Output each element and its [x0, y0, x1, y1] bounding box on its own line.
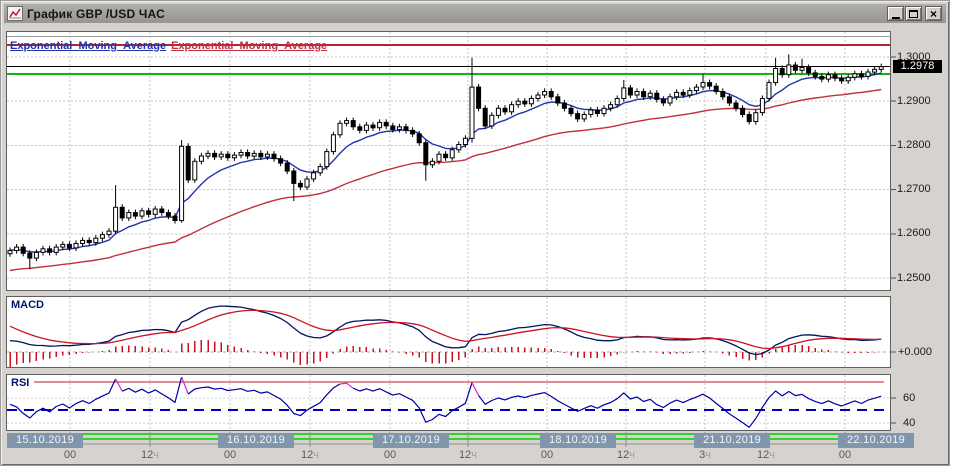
price-tick-label: 1.2900	[897, 95, 931, 107]
time-tick-label: 12ч	[141, 449, 159, 461]
rsi-label: RSI	[11, 377, 30, 389]
ema-slow-label[interactable]: Exponential_Moving_Average	[171, 40, 328, 52]
price-tick-label: 1.2500	[897, 272, 931, 284]
time-tick-label: 12ч	[301, 449, 319, 461]
time-tick-label: 00	[838, 449, 852, 461]
current-price-tag: 1.2978	[893, 60, 942, 73]
price-tick-label: 1.2800	[897, 139, 931, 151]
maximize-icon	[909, 9, 918, 18]
time-tick-label: 12ч	[459, 449, 477, 461]
date-label: 21.10.2019	[694, 433, 770, 448]
date-label: 16.10.2019	[218, 433, 294, 448]
time-tick-label: 00	[383, 449, 397, 461]
window-title: График GBP /USD ЧАС	[27, 6, 165, 21]
macd-panel[interactable]	[6, 296, 891, 368]
date-label: 17.10.2019	[373, 433, 449, 448]
price-tick-label: 1.2600	[897, 227, 931, 239]
maximize-button[interactable]	[905, 6, 922, 21]
date-label: 18.10.2019	[540, 433, 616, 448]
window-controls: ×	[887, 6, 942, 21]
date-label: 15.10.2019	[7, 433, 83, 448]
ema-fast-label[interactable]: Exponential_Moving_Average	[10, 40, 167, 52]
title-bar[interactable]: График GBP /USD ЧАС ×	[4, 4, 946, 23]
time-tick-label: 00	[223, 449, 237, 461]
chart-window-icon	[7, 6, 23, 21]
rsi-tick-label: 40	[903, 417, 916, 429]
indicator-labels: Exponential_Moving_Average Exponential_Mo…	[10, 36, 332, 54]
close-button[interactable]: ×	[925, 6, 942, 21]
macd-zero-label: +0.000	[898, 346, 932, 358]
date-label: 22.10.2019	[838, 433, 914, 448]
price-chart-panel[interactable]	[6, 31, 891, 291]
time-tick-label: 12ч	[757, 449, 775, 461]
time-tick-label: 3ч	[699, 449, 711, 461]
time-tick-label: 00	[540, 449, 554, 461]
minimize-button[interactable]	[887, 6, 904, 21]
rsi-tick-label: 60	[903, 392, 916, 404]
close-icon: ×	[929, 6, 937, 21]
time-tick-label: 00	[63, 449, 77, 461]
price-tick-label: 1.2700	[897, 183, 931, 195]
rsi-panel[interactable]	[6, 374, 891, 431]
macd-label: MACD	[11, 299, 44, 311]
time-tick-label: 12ч	[617, 449, 635, 461]
minimize-icon	[891, 16, 900, 19]
